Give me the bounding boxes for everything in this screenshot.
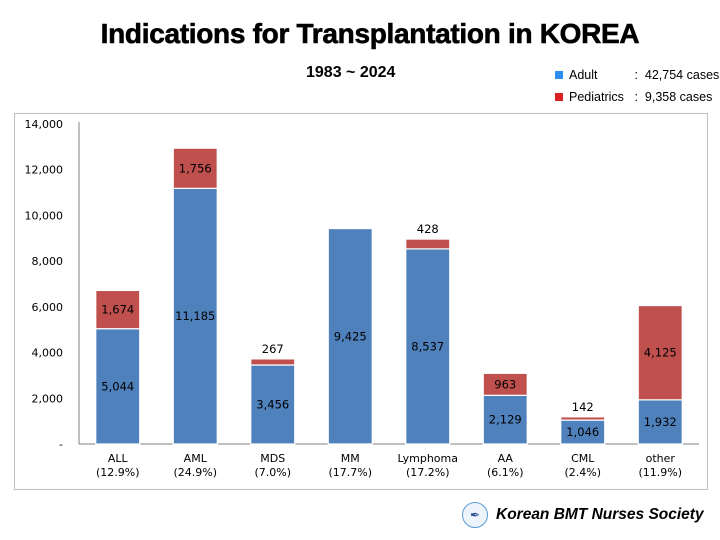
legend-item-pediatrics: Pediatrics : 9,358 cases	[555, 86, 719, 108]
data-label-pediatrics: 963	[494, 377, 516, 391]
bar-pediatrics	[405, 238, 451, 250]
y-tick-label: 2,000	[32, 392, 64, 405]
x-tick-share-label: (7.0%)	[254, 466, 291, 479]
data-label-pediatrics: 267	[262, 342, 284, 356]
y-tick-label: 10,000	[25, 209, 64, 222]
bar-pediatrics	[637, 304, 683, 401]
x-tick-label: AML	[184, 452, 208, 465]
feather-logo-icon: ✒	[462, 502, 488, 528]
x-tick-label: MDS	[260, 452, 285, 465]
x-tick-share-label: (24.9%)	[173, 466, 217, 479]
data-label-adult: 1,932	[644, 415, 677, 429]
x-tick-share-label: (11.9%)	[638, 466, 682, 479]
x-tick-label: CML	[571, 452, 595, 465]
legend-swatch-pediatrics	[555, 93, 563, 101]
bar-pediatrics	[560, 416, 606, 421]
legend-sep-pediatrics: :	[631, 90, 645, 104]
y-tick-label: 14,000	[25, 118, 64, 131]
legend-label-adult: Adult	[569, 68, 598, 82]
x-tick-label: MM	[341, 452, 360, 465]
data-label-adult: 5,044	[101, 379, 134, 393]
y-tick-label: 6,000	[32, 301, 64, 314]
bar-adult	[327, 227, 373, 445]
bar-adult	[95, 328, 141, 445]
bar-pediatrics	[172, 147, 218, 189]
data-label-pediatrics: 428	[417, 222, 439, 236]
footer: ✒ Korean BMT Nurses Society	[462, 502, 704, 528]
legend-swatch-adult	[555, 71, 563, 79]
plot-frame	[14, 113, 708, 490]
x-tick-share-label: (2.4%)	[564, 466, 601, 479]
x-tick-share-label: (6.1%)	[487, 466, 524, 479]
x-tick-label: AA	[498, 452, 514, 465]
bar-adult	[172, 187, 218, 445]
bar-adult	[637, 399, 683, 445]
data-label-adult: 11,185	[175, 309, 215, 323]
legend-sep-adult: :	[631, 68, 645, 82]
footer-society-name: Korean BMT Nurses Society	[496, 506, 704, 523]
data-label-adult: 9,425	[334, 329, 367, 343]
bar-adult	[250, 364, 296, 445]
y-tick-label: -	[59, 438, 63, 451]
x-tick-share-label: (17.7%)	[328, 466, 372, 479]
bar-pediatrics	[250, 358, 296, 366]
legend-total-adult: 42,754 cases	[644, 68, 720, 82]
y-tick-label: 8,000	[32, 255, 64, 268]
y-tick-label: 4,000	[32, 347, 64, 360]
bar-pediatrics	[95, 289, 141, 330]
data-label-pediatrics: 4,125	[644, 346, 677, 360]
x-tick-label: other	[646, 452, 676, 465]
chart-title: Indications for Transplantation in KOREA	[100, 18, 640, 50]
legend-label-pediatrics: Pediatrics	[569, 90, 624, 104]
legend-item-adult: Adult : 42,754 cases	[555, 64, 719, 86]
legend: Adult : 42,754 cases Pediatrics : 9,358 …	[555, 64, 719, 108]
data-label-adult: 1,046	[566, 425, 599, 439]
bar-pediatrics	[482, 372, 528, 396]
data-label-adult: 8,537	[411, 339, 444, 353]
x-tick-share-label: (17.2%)	[406, 466, 450, 479]
legend-total-pediatrics: 9,358 cases	[644, 90, 713, 104]
chart-subtitle: 1983 ~ 2024	[306, 64, 396, 81]
x-tick-label: ALL	[108, 452, 129, 465]
data-label-pediatrics: 1,674	[101, 303, 134, 317]
data-label-pediatrics: 142	[572, 400, 594, 414]
bar-adult	[405, 248, 451, 445]
data-label-adult: 2,129	[489, 413, 522, 427]
x-tick-share-label: (12.9%)	[96, 466, 140, 479]
data-label-pediatrics: 1,756	[179, 161, 212, 175]
y-tick-label: 12,000	[25, 164, 64, 177]
data-label-adult: 3,456	[256, 398, 289, 412]
x-tick-label: Lymphoma	[398, 452, 458, 465]
